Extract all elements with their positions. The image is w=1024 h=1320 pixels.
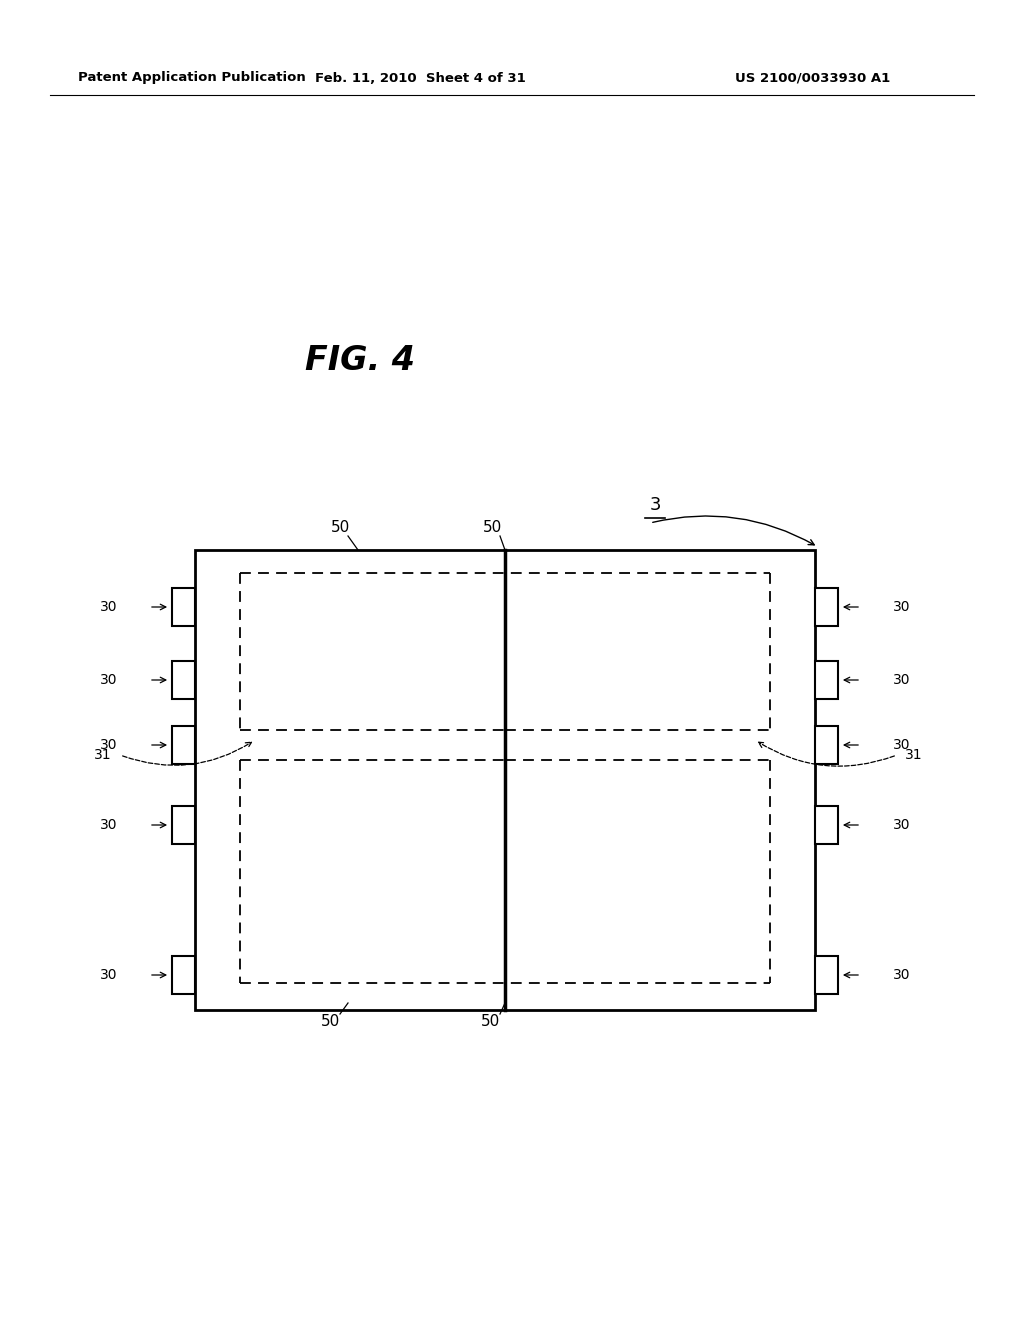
Bar — [815, 726, 838, 764]
Text: 31: 31 — [905, 748, 923, 762]
Bar — [815, 956, 838, 994]
Text: 30: 30 — [893, 673, 910, 686]
Text: 50: 50 — [331, 520, 349, 536]
Text: 30: 30 — [893, 818, 910, 832]
Bar — [815, 807, 838, 843]
Text: FIG. 4: FIG. 4 — [305, 343, 415, 376]
Text: 30: 30 — [893, 738, 910, 752]
Text: 30: 30 — [99, 738, 117, 752]
Text: 30: 30 — [893, 601, 910, 614]
Text: 30: 30 — [99, 818, 117, 832]
Text: Feb. 11, 2010  Sheet 4 of 31: Feb. 11, 2010 Sheet 4 of 31 — [314, 71, 525, 84]
Bar — [815, 587, 838, 626]
Text: 50: 50 — [321, 1015, 340, 1030]
Text: 30: 30 — [893, 968, 910, 982]
Text: 30: 30 — [99, 673, 117, 686]
Text: 30: 30 — [99, 601, 117, 614]
Bar — [815, 661, 838, 700]
Text: US 2100/0033930 A1: US 2100/0033930 A1 — [735, 71, 890, 84]
Text: Patent Application Publication: Patent Application Publication — [78, 71, 306, 84]
Bar — [172, 807, 195, 843]
Text: 50: 50 — [480, 1015, 500, 1030]
Text: 50: 50 — [482, 520, 502, 536]
Bar — [195, 550, 815, 1010]
Text: 31: 31 — [94, 748, 112, 762]
Bar — [172, 587, 195, 626]
Bar — [172, 661, 195, 700]
Text: 30: 30 — [99, 968, 117, 982]
Bar — [172, 956, 195, 994]
Text: 3: 3 — [649, 496, 660, 513]
Bar — [172, 726, 195, 764]
